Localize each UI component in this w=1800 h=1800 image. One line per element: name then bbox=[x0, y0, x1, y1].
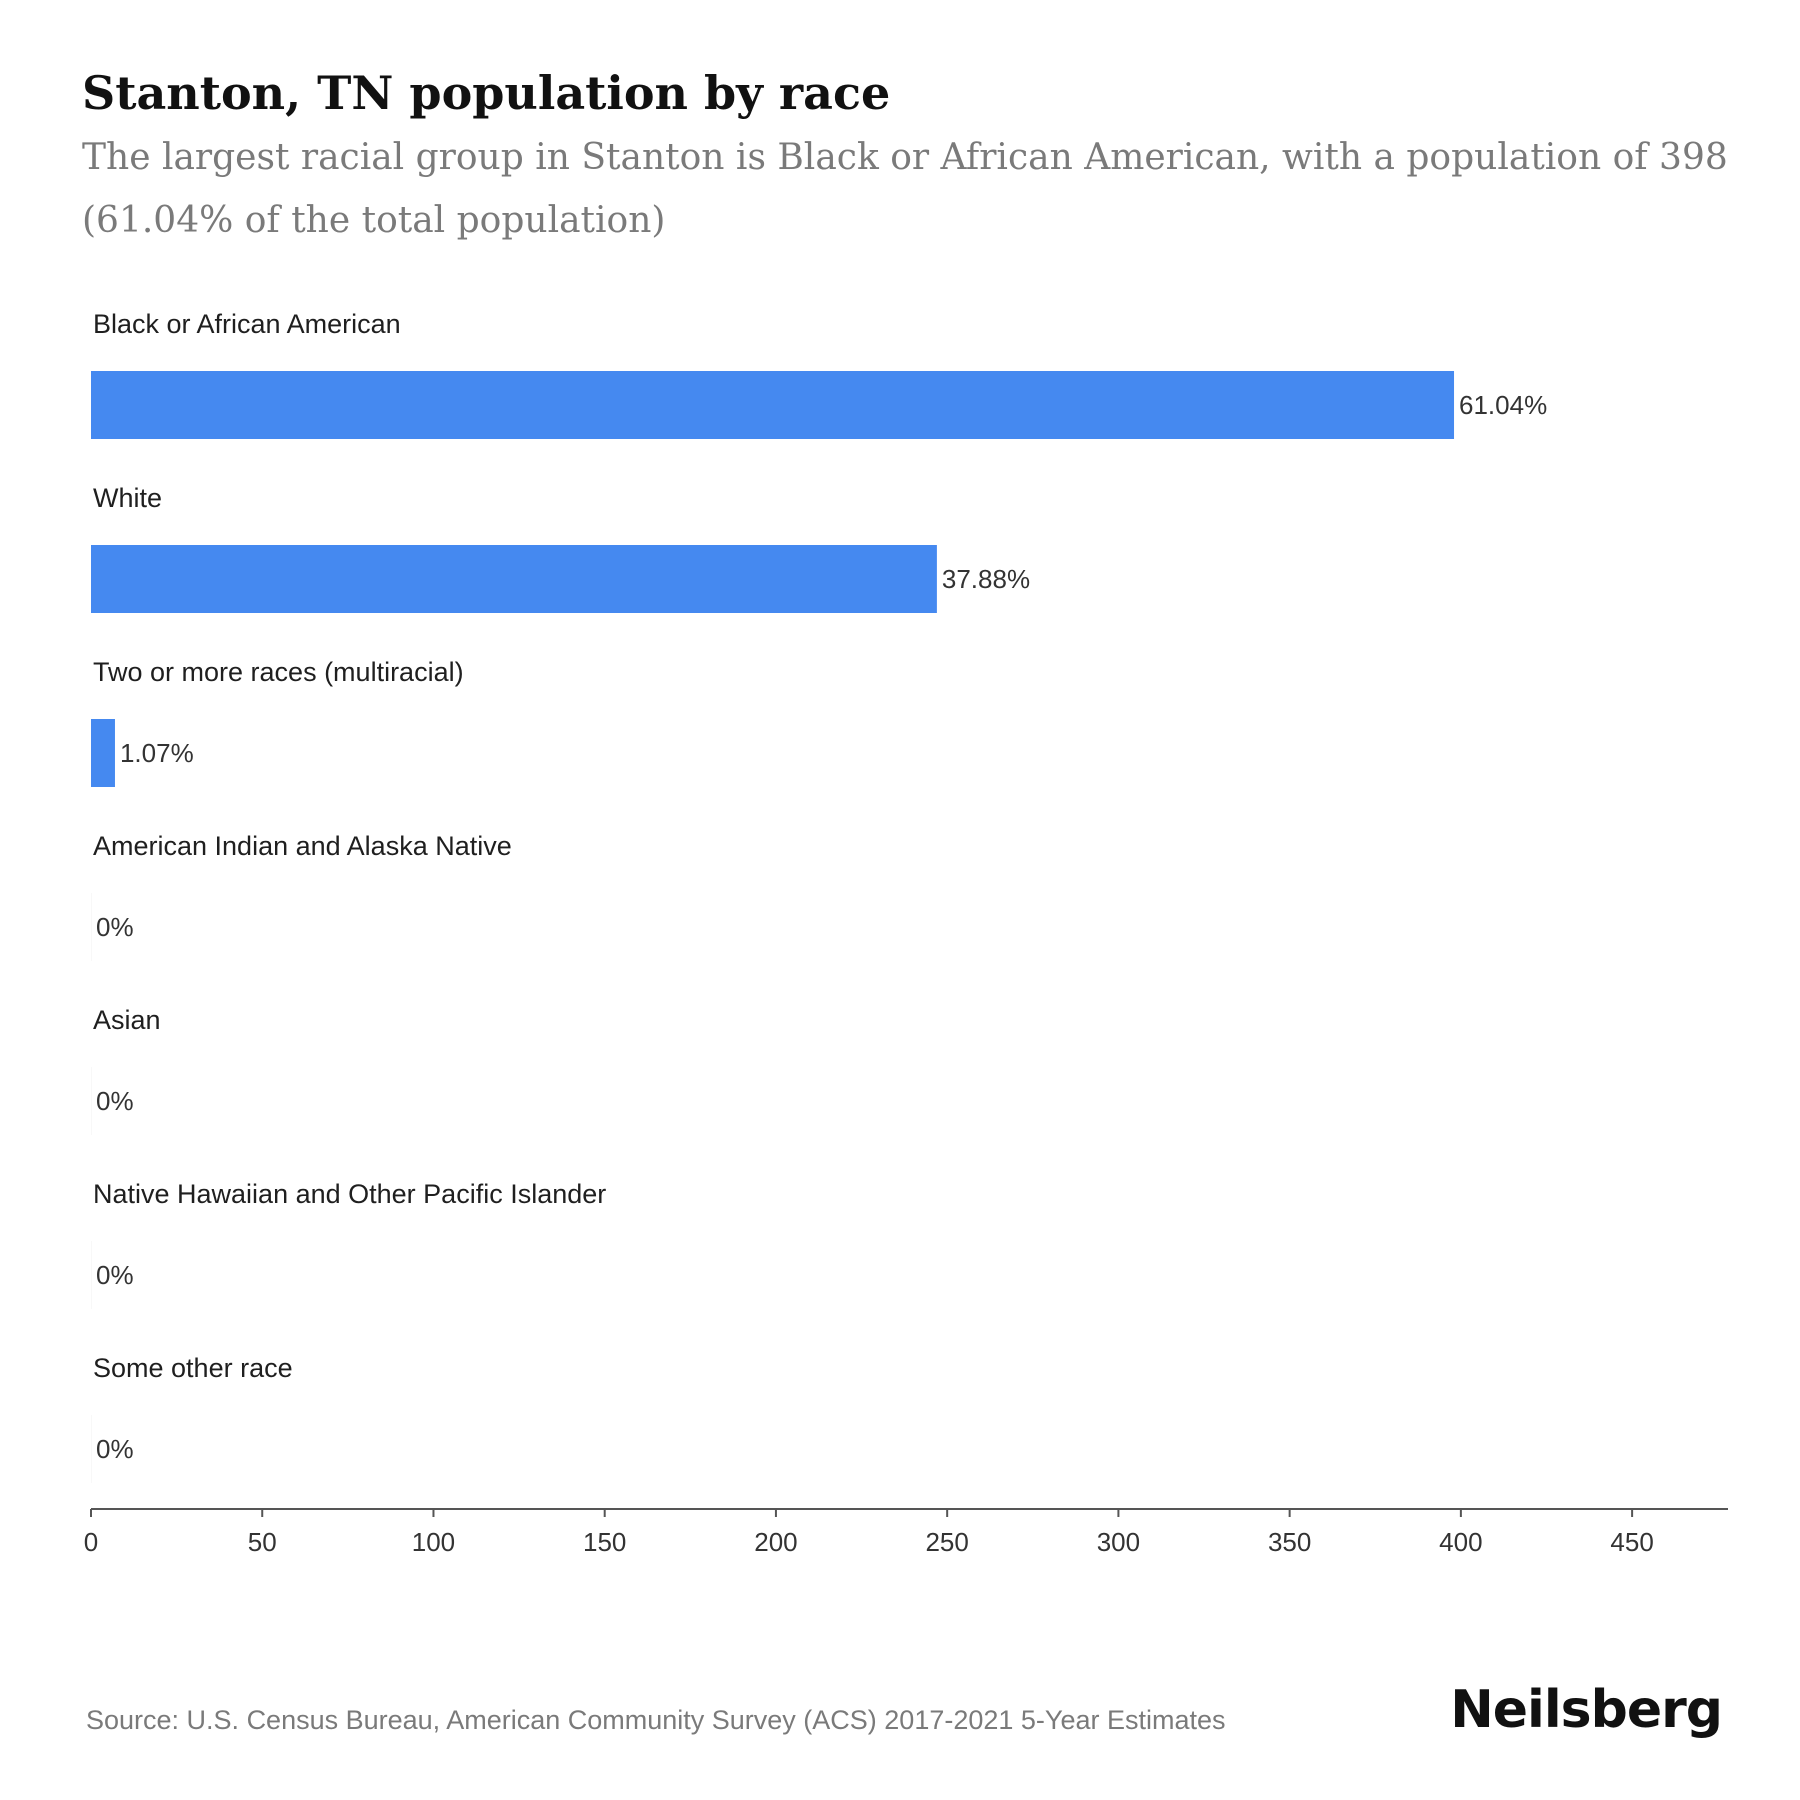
bar bbox=[91, 371, 1455, 439]
bar bbox=[91, 893, 92, 961]
category-label: White bbox=[93, 483, 162, 513]
value-label: 0% bbox=[96, 1434, 134, 1464]
bars-layer: Black or African American 61.04% White 37.8… bbox=[91, 309, 1547, 1483]
value-label: 0% bbox=[96, 912, 134, 942]
chart-subtitle: The largest racial group in Stanton is B… bbox=[82, 137, 1728, 241]
x-tick-label: 200 bbox=[754, 1527, 797, 1557]
category-label: Asian bbox=[93, 1005, 161, 1035]
x-tick-label: 50 bbox=[248, 1527, 277, 1557]
x-tick-label: 350 bbox=[1268, 1527, 1311, 1557]
category-label: Some other race bbox=[93, 1353, 293, 1383]
chart-title: Stanton, TN population by race bbox=[82, 66, 891, 120]
bar bbox=[91, 545, 937, 613]
x-axis: 0 50 100 150 200 250 300 350 400 450 bbox=[84, 1508, 1728, 1557]
x-tick-label: 0 bbox=[84, 1527, 98, 1557]
category-label: American Indian and Alaska Native bbox=[93, 831, 512, 861]
value-label: 0% bbox=[96, 1260, 134, 1290]
value-label: 1.07% bbox=[120, 738, 194, 768]
brand-logo: Neilsberg bbox=[1450, 1680, 1723, 1740]
bar-chart: Black or African American 61.04% White 37.8… bbox=[84, 309, 1728, 1557]
x-tick-label: 250 bbox=[925, 1527, 968, 1557]
category-label: Native Hawaiian and Other Pacific Island… bbox=[93, 1179, 606, 1209]
bar bbox=[91, 719, 115, 787]
x-tick-label: 400 bbox=[1439, 1527, 1482, 1557]
bar bbox=[91, 1241, 92, 1309]
source-note: Source: U.S. Census Bureau, American Com… bbox=[86, 1705, 1226, 1735]
x-tick-label: 150 bbox=[583, 1527, 626, 1557]
value-label: 0% bbox=[96, 1086, 134, 1116]
bar bbox=[91, 1415, 92, 1483]
x-tick-label: 450 bbox=[1610, 1527, 1653, 1557]
category-label: Black or African American bbox=[93, 309, 401, 339]
value-label: 61.04% bbox=[1459, 390, 1547, 420]
value-label: 37.88% bbox=[942, 564, 1030, 594]
x-tick-label: 300 bbox=[1097, 1527, 1140, 1557]
x-tick-label: 100 bbox=[412, 1527, 455, 1557]
category-label: Two or more races (multiracial) bbox=[93, 657, 464, 687]
bar bbox=[91, 1067, 92, 1135]
